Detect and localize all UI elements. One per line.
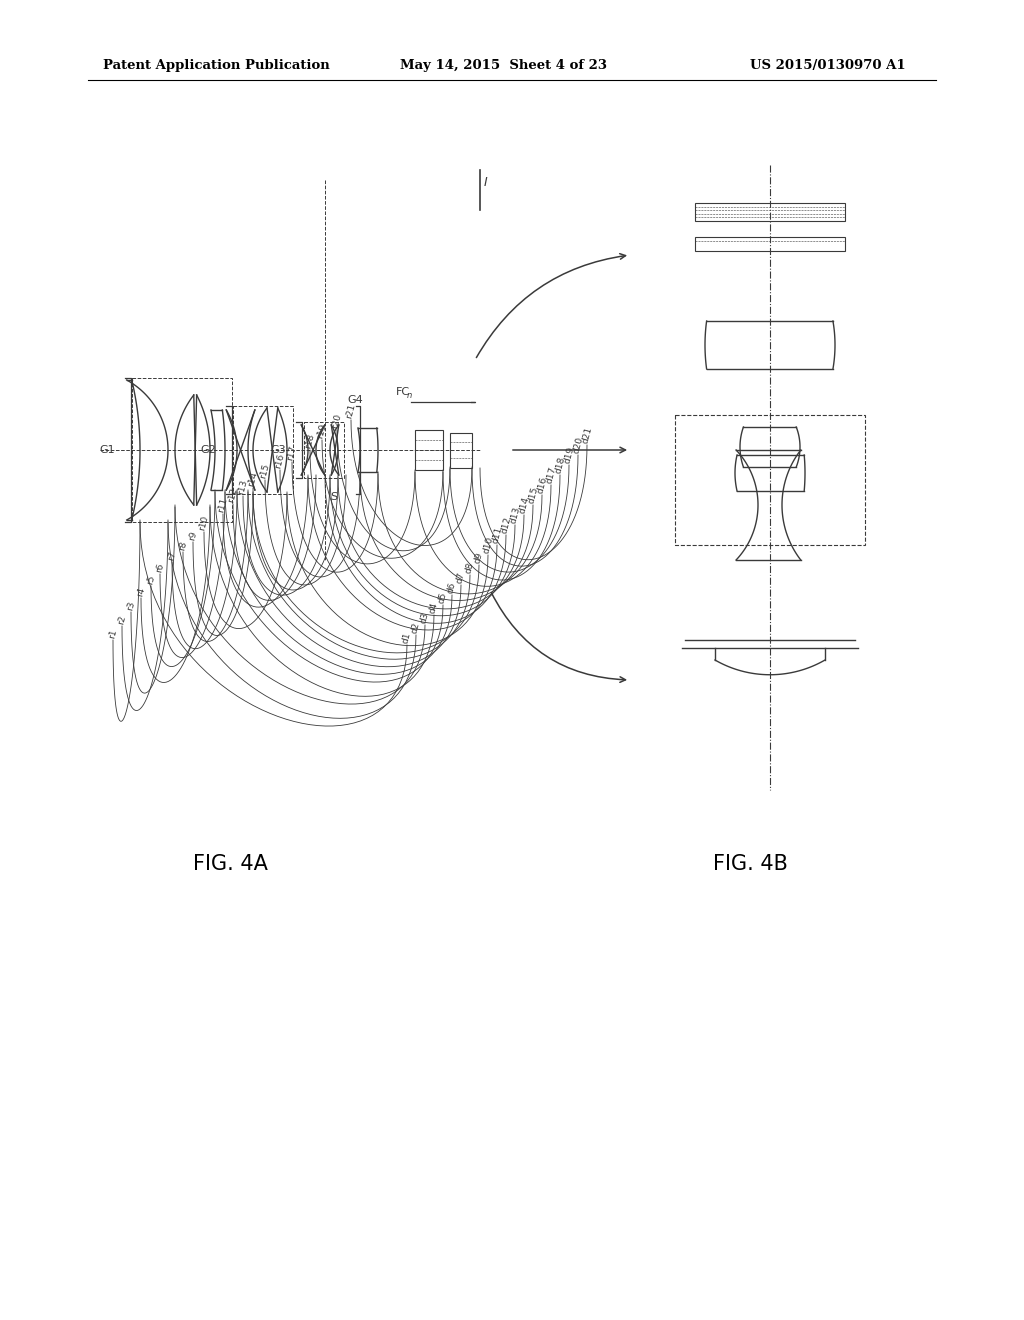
Text: r3: r3 bbox=[125, 601, 136, 612]
Text: G3: G3 bbox=[270, 445, 286, 455]
Text: d19: d19 bbox=[562, 446, 575, 465]
Text: r6: r6 bbox=[155, 562, 166, 574]
Text: FIG. 4A: FIG. 4A bbox=[193, 854, 267, 874]
Text: r4: r4 bbox=[135, 586, 146, 598]
Text: r2: r2 bbox=[117, 615, 128, 626]
Bar bbox=[304, 422, 344, 478]
Text: d18: d18 bbox=[553, 455, 566, 475]
Text: r14: r14 bbox=[247, 471, 259, 488]
Text: US 2015/0130970 A1: US 2015/0130970 A1 bbox=[750, 58, 905, 71]
Text: d8: d8 bbox=[464, 561, 476, 576]
Text: d13: d13 bbox=[509, 506, 521, 525]
Text: d16: d16 bbox=[536, 477, 549, 495]
Text: d4: d4 bbox=[428, 602, 440, 615]
Text: r21: r21 bbox=[345, 403, 357, 420]
Text: FC: FC bbox=[396, 387, 411, 397]
Text: d3: d3 bbox=[419, 611, 431, 624]
Text: G2: G2 bbox=[200, 445, 216, 455]
Text: G1: G1 bbox=[99, 445, 115, 455]
Text: d10: d10 bbox=[481, 536, 495, 554]
Text: r12: r12 bbox=[226, 487, 240, 504]
Bar bbox=[450, 433, 472, 469]
Text: I: I bbox=[484, 176, 487, 189]
Text: S: S bbox=[330, 492, 337, 502]
Text: r20: r20 bbox=[331, 413, 343, 430]
Text: d20: d20 bbox=[571, 436, 585, 455]
Text: r19: r19 bbox=[315, 422, 329, 440]
Bar bbox=[675, 414, 865, 545]
Bar bbox=[695, 238, 845, 251]
Text: d17: d17 bbox=[545, 466, 558, 484]
Text: d5: d5 bbox=[437, 591, 449, 605]
Bar bbox=[695, 203, 845, 220]
Text: r17: r17 bbox=[286, 445, 298, 462]
Text: r8: r8 bbox=[177, 540, 188, 552]
Text: d21: d21 bbox=[581, 426, 594, 445]
Text: r9: r9 bbox=[187, 531, 199, 543]
Text: r5: r5 bbox=[145, 574, 157, 586]
Text: r18: r18 bbox=[304, 433, 316, 450]
Text: r15: r15 bbox=[259, 463, 271, 480]
Text: r1: r1 bbox=[108, 628, 119, 640]
Text: d9: d9 bbox=[473, 552, 484, 565]
Text: d2: d2 bbox=[411, 622, 422, 635]
Text: d14: d14 bbox=[517, 496, 530, 515]
Text: Patent Application Publication: Patent Application Publication bbox=[103, 58, 330, 71]
Text: May 14, 2015  Sheet 4 of 23: May 14, 2015 Sheet 4 of 23 bbox=[400, 58, 607, 71]
Text: r11: r11 bbox=[217, 496, 229, 513]
Text: r16: r16 bbox=[273, 453, 287, 470]
Text: r13: r13 bbox=[237, 479, 249, 496]
Bar bbox=[132, 378, 232, 521]
Bar bbox=[415, 430, 443, 470]
Text: n: n bbox=[407, 392, 413, 400]
Text: d11: d11 bbox=[490, 525, 504, 545]
Text: d6: d6 bbox=[446, 582, 458, 595]
Text: d15: d15 bbox=[526, 486, 540, 506]
Text: FIG. 4B: FIG. 4B bbox=[713, 854, 787, 874]
Text: G4: G4 bbox=[347, 395, 362, 405]
Bar bbox=[233, 407, 293, 494]
Text: r10: r10 bbox=[198, 515, 210, 532]
Text: d12: d12 bbox=[500, 516, 513, 535]
Text: d7: d7 bbox=[455, 572, 467, 585]
Text: r7: r7 bbox=[167, 550, 177, 562]
Text: d1: d1 bbox=[401, 631, 413, 645]
